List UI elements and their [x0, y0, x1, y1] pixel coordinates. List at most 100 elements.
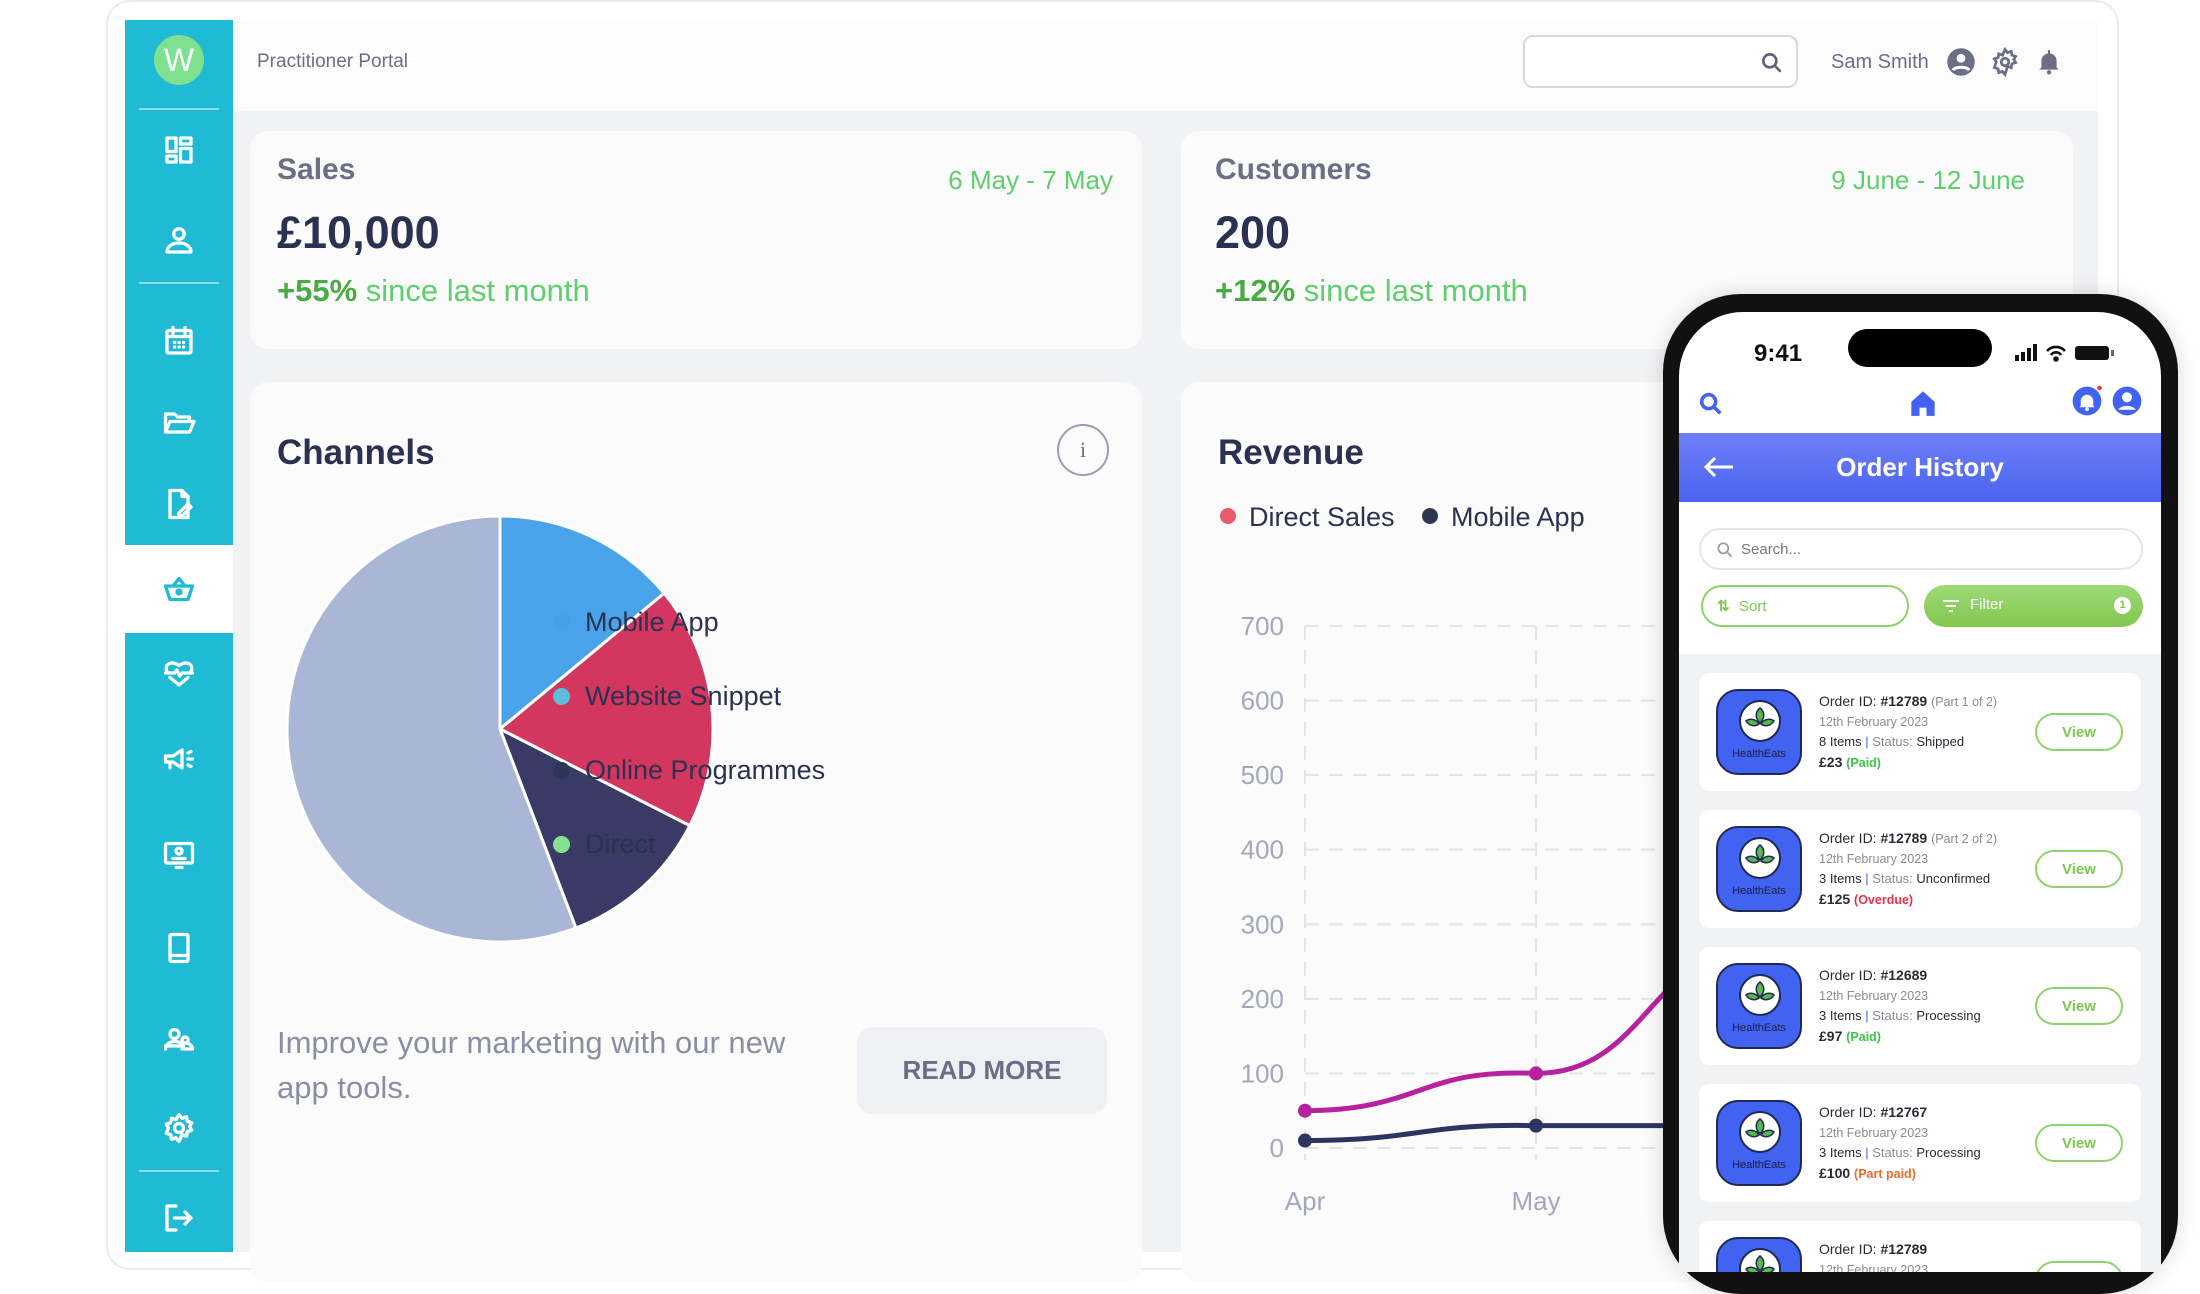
order-id: #12789: [1880, 830, 1928, 846]
sidebar-divider: [139, 282, 219, 284]
data-point[interactable]: [1529, 1118, 1543, 1133]
users-icon: [163, 1027, 195, 1051]
sidebar-item-calendar[interactable]: [125, 301, 233, 381]
monitor-user-icon: [163, 841, 195, 870]
legend-item[interactable]: Mobile App: [553, 607, 719, 638]
sales-value: £10,000: [277, 207, 440, 258]
order-card: HealthEats Order ID: #12789 (Part 2 of 2)…: [1699, 810, 2141, 928]
search-placeholder: Search...: [1741, 541, 1802, 558]
user-circle-icon[interactable]: [1946, 47, 1976, 77]
view-order-button[interactable]: View: [2035, 850, 2123, 888]
leaf-icon: [1745, 1255, 1775, 1272]
data-point[interactable]: [1529, 1066, 1543, 1081]
legend-label: Direct: [585, 829, 656, 859]
sidebar-item-dashboard[interactable]: [125, 110, 233, 190]
sort-label: Sort: [1739, 598, 1767, 615]
sales-date-range[interactable]: 6 May - 7 May: [948, 165, 1113, 195]
view-order-button[interactable]: View: [2035, 1124, 2123, 1162]
bell-icon[interactable]: [2036, 47, 2062, 77]
sidebar-item-health[interactable]: [125, 633, 233, 713]
revenue-title: Revenue: [1218, 433, 1364, 472]
y-tick-label: 700: [1241, 611, 1284, 641]
signal-icon: [2015, 344, 2037, 361]
read-more-button[interactable]: READ MORE: [857, 1027, 1107, 1114]
promo-text: Improve your marketing with our new app …: [277, 1025, 786, 1105]
status-icons: [2015, 344, 2114, 362]
sidebar-item-logout[interactable]: [125, 1178, 233, 1258]
order-id-label: Order ID:: [1819, 830, 1877, 846]
filter-button[interactable]: Filter 1: [1924, 585, 2143, 627]
sidebar-item-notes[interactable]: [125, 464, 233, 544]
order-id-label: Order ID:: [1819, 1241, 1877, 1257]
search-icon[interactable]: [1697, 390, 1725, 418]
sidebar-item-settings[interactable]: [125, 1088, 233, 1168]
sidebar-divider: [139, 108, 219, 110]
search-input[interactable]: [1523, 35, 1798, 88]
order-history-header: Order History: [1679, 433, 2161, 502]
calendar-icon: [165, 325, 193, 355]
order-id-label: Order ID:: [1819, 693, 1877, 709]
sidebar-item-profile[interactable]: [125, 200, 233, 280]
home-icon[interactable]: [1909, 388, 1937, 418]
brand-logo: W: [154, 35, 204, 85]
sidebar-item-folder[interactable]: [125, 383, 233, 463]
order-items: 3 Items: [1819, 1145, 1862, 1160]
notification-bell-icon[interactable]: [2072, 386, 2102, 416]
search-icon[interactable]: [1759, 50, 1785, 76]
legend-label: Direct Sales: [1249, 502, 1395, 532]
order-history-title: Order History: [1836, 452, 2004, 482]
sidebar-item-marketing[interactable]: [125, 719, 233, 799]
x-tick-label: May: [1511, 1186, 1560, 1216]
payment-status: (Paid): [1846, 1030, 1881, 1044]
customers-change: +12%: [1215, 273, 1296, 308]
view-order-button[interactable]: [2035, 1261, 2123, 1272]
back-arrow-icon[interactable]: [1703, 455, 1735, 479]
info-button[interactable]: i: [1057, 424, 1109, 476]
sort-button[interactable]: ⇅ Sort: [1701, 585, 1909, 627]
y-tick-label: 300: [1241, 909, 1284, 939]
leaf-icon: [1745, 707, 1775, 727]
pie-slice-2[interactable]: [497, 725, 692, 930]
order-id-label: Order ID:: [1819, 1104, 1877, 1120]
tablet-icon: [168, 932, 190, 964]
data-point[interactable]: [1298, 1133, 1312, 1148]
view-order-button[interactable]: View: [2035, 987, 2123, 1025]
order-date: 12th February 2023: [1819, 1263, 1929, 1272]
customers-date-range[interactable]: 9 June - 12 June: [1831, 165, 2025, 195]
sidebar-item-mobile[interactable]: [125, 908, 233, 988]
legend-item[interactable]: Direct: [553, 829, 656, 860]
order-id: #12767: [1880, 1104, 1928, 1120]
order-search-input[interactable]: Search...: [1699, 528, 2143, 570]
sidebar-item-presentation[interactable]: [125, 814, 233, 894]
legend-item[interactable]: Online Programmes: [553, 755, 825, 786]
healtheats-logo: HealthEats: [1716, 963, 1802, 1049]
order-id: #12689: [1880, 967, 1928, 983]
profile-icon[interactable]: [2112, 386, 2142, 416]
order-date: 12th February 2023: [1819, 989, 1929, 1003]
legend-label: Website Snippet: [585, 681, 782, 711]
pie-slice-3[interactable]: [285, 514, 578, 944]
order-part: (Part 2 of 2): [1931, 832, 1998, 846]
sidebar-item-shop[interactable]: [125, 545, 233, 633]
legend-item[interactable]: Website Snippet: [553, 681, 781, 712]
top-header: Practitioner Portal Sam Smith: [233, 20, 2098, 111]
user-name[interactable]: Sam Smith: [1831, 51, 1929, 73]
pie-slice-1[interactable]: [497, 591, 715, 828]
filter-label: Filter: [1970, 596, 2004, 613]
order-price: £125: [1819, 891, 1851, 907]
status-label: Status:: [1872, 1145, 1913, 1160]
sales-title: Sales: [277, 153, 356, 186]
pie-slice-0[interactable]: [498, 514, 667, 733]
data-point[interactable]: [1298, 1103, 1312, 1118]
order-price: £97: [1819, 1028, 1843, 1044]
order-card: HealthEats Order ID: #12789 (Part 1 of 2)…: [1699, 673, 2141, 791]
order-status: Shipped: [1916, 734, 1965, 749]
healtheats-logo: HealthEats: [1716, 689, 1802, 775]
settings-gear-icon[interactable]: [1990, 47, 2020, 77]
view-order-button[interactable]: View: [2035, 713, 2123, 751]
payment-status: (Part paid): [1854, 1167, 1916, 1181]
x-tick-label: Apr: [1285, 1186, 1326, 1216]
sidebar-item-clients[interactable]: [125, 1000, 233, 1080]
legend-label: Mobile App: [585, 607, 719, 637]
leaf-icon: [1745, 981, 1775, 1001]
